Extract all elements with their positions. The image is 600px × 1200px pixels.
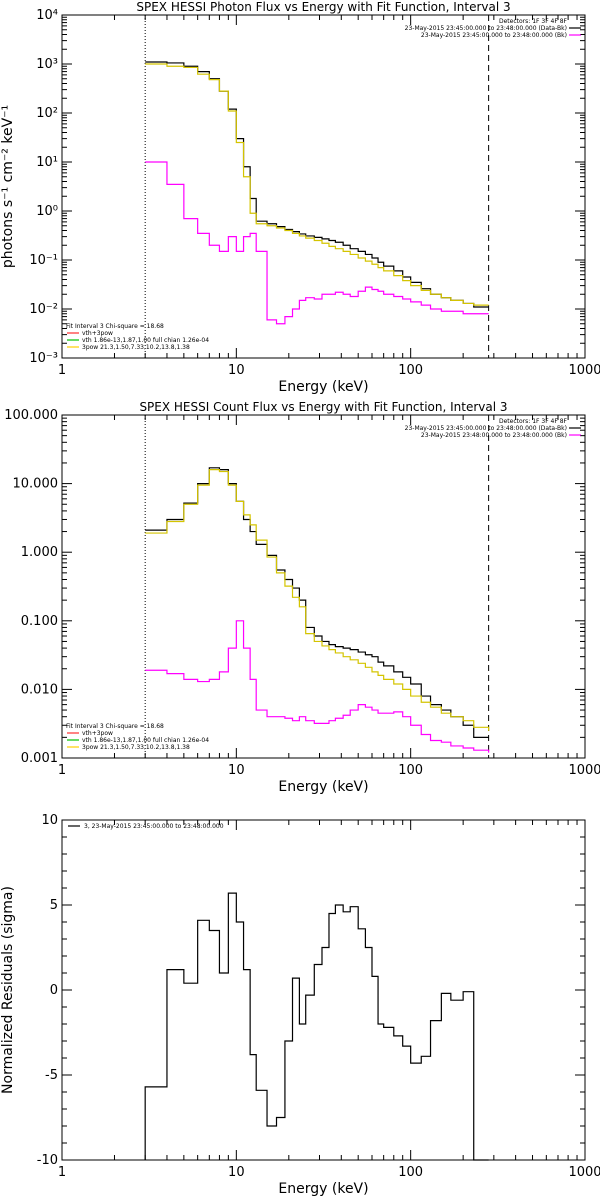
- x-tick-label: 10: [228, 763, 245, 778]
- y-axis-title: photons s⁻¹ cm⁻² keV⁻¹: [0, 105, 16, 268]
- legend-bottom-entry: vth+3pow: [82, 330, 113, 337]
- y-tick-label: 10⁰: [36, 204, 58, 219]
- chart-panel-1: SPEX HESSI Photon Flux vs Energy with Fi…: [0, 0, 600, 395]
- y-tick-label: 5: [50, 898, 58, 913]
- legend-bottom: Fit Interval 3 Chi-square = 18.68vth+3po…: [66, 323, 209, 351]
- series-background-line: [145, 161, 489, 325]
- series-residual-line: [144, 892, 489, 1161]
- legend-top-entry: Detectors: 1F 3F 4F 8F: [499, 418, 568, 425]
- y-tick-label: 10⁻²: [29, 302, 58, 317]
- chart-panel-2: SPEX HESSI Count Flux vs Energy with Fit…: [4, 400, 600, 795]
- x-tick-label: 1000: [568, 363, 600, 378]
- legend-bottom-entry: 3pow 21.3,1.50,7.33,10.2,13.8,1.38: [82, 744, 190, 751]
- y-tick-label: 100.000: [4, 408, 58, 423]
- legend-top-entry: 3, 23-May-2015 23:45:00.000 to 23:48:00.…: [84, 823, 224, 830]
- x-tick-label: 100: [398, 763, 423, 778]
- x-tick-label: 100: [398, 1165, 423, 1180]
- series-data-line: [145, 467, 489, 738]
- y-tick-label: 0.001: [21, 751, 58, 766]
- chart-panel-3: 1 10 100 1000 -10 -5 0 5 10 Energy (keV) Normalize…: [0, 813, 600, 1197]
- x-tick-label: 1: [58, 363, 66, 378]
- plot-frame: [61, 14, 586, 359]
- series-fit-line: [145, 468, 490, 731]
- y-tick-label: 0.100: [21, 614, 58, 629]
- y-tick-label: 10⁻¹: [29, 253, 58, 268]
- x-axis-title: Energy (keV): [278, 779, 368, 795]
- x-tick-label: 1000: [568, 763, 600, 778]
- y-tick-label: 10⁻³: [29, 351, 58, 366]
- legend-top-entry: 23-May-2015 23:48:00.000 to 23:48:00.000…: [421, 432, 567, 439]
- legend-top-entry: 23-May-2015 23:45:00.000 to 23:48:00.000…: [405, 425, 567, 432]
- legend-top: 3, 23-May-2015 23:45:00.000 to 23:48:00.…: [68, 823, 224, 830]
- plot-title: SPEX HESSI Photon Flux vs Energy with Fi…: [136, 0, 510, 14]
- x-axis-title: Energy (keV): [278, 1181, 368, 1197]
- x-tick-label: 10: [228, 1165, 245, 1180]
- x-tick-label: 100: [398, 363, 423, 378]
- x-tick-label: 1000: [568, 1165, 600, 1180]
- legend-bottom-entry: vth+3pow: [82, 730, 113, 737]
- y-tick-label: 10.000: [13, 477, 59, 492]
- y-tick-label: 10: [41, 813, 58, 828]
- y-tick-label: 10²: [36, 106, 58, 121]
- x-axis-title: Energy (keV): [278, 379, 368, 395]
- y-tick-label: -10: [37, 1153, 58, 1168]
- plot-title: SPEX HESSI Count Flux vs Energy with Fit…: [139, 400, 507, 414]
- legend-top-entry: Detectors: 1F 3F 4F 8F: [499, 18, 568, 25]
- legend-top-entry: 23-May-2015 23:45:00.000 to 23:48:00.000…: [421, 32, 567, 39]
- legend-bottom-entry: vth 1.86e-13,1.87,1.00 full chian 1.26e-…: [82, 737, 209, 744]
- y-tick-label: 0.010: [21, 682, 58, 697]
- x-tick-label: 1: [58, 763, 66, 778]
- plot-frame: [61, 414, 586, 759]
- y-tick-label: 10¹: [36, 155, 58, 170]
- y-tick-label: 1.000: [21, 545, 58, 560]
- y-tick-label: -5: [45, 1068, 58, 1083]
- x-tick-label: 10: [228, 363, 245, 378]
- series-background-line: [145, 620, 490, 753]
- legend-bottom-entry: Fit Interval 3 Chi-square = 18.68: [66, 723, 164, 730]
- legend-bottom-entry: 3pow 21.3,1.50,7.33,10.2,13.8,1.38: [82, 344, 190, 351]
- legend-bottom-entry: vth 1.86e-13,1.87,1.00 full chian 1.26e-…: [82, 337, 209, 344]
- series-fit-line: [145, 63, 489, 306]
- y-axis-title: Normalized Residuals (sigma): [0, 886, 16, 1094]
- x-tick-label: 1: [58, 1165, 66, 1180]
- legend-bottom: Fit Interval 3 Chi-square = 18.68vth+3po…: [66, 723, 209, 751]
- legend-bottom-entry: Fit Interval 3 Chi-square = 18.68: [66, 323, 164, 330]
- y-tick-label: 10³: [36, 57, 58, 72]
- legend-top-entry: 23-May-2015 23:45:00.000 to 23:48:00.000…: [405, 25, 567, 32]
- y-tick-label: 0: [50, 983, 58, 998]
- y-tick-label: 10⁴: [36, 8, 58, 23]
- plot-frame: [61, 819, 586, 1161]
- series-data-line: [145, 61, 489, 308]
